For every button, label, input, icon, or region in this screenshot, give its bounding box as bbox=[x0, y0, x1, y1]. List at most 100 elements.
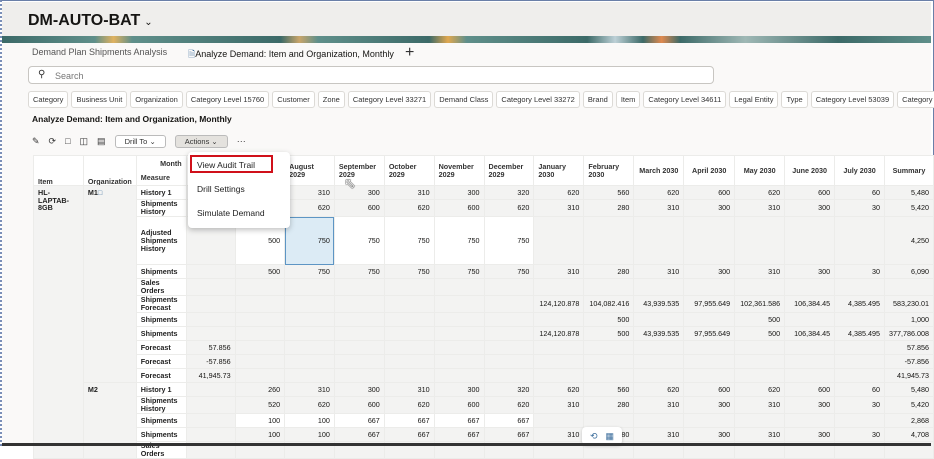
value-cell[interactable] bbox=[185, 278, 236, 296]
value-cell[interactable] bbox=[483, 312, 535, 327]
value-cell[interactable]: 5,480 bbox=[883, 185, 934, 200]
value-cell[interactable]: 300 bbox=[683, 396, 736, 414]
filter-chip[interactable]: Demand Class bbox=[434, 91, 494, 108]
value-cell[interactable]: 30 bbox=[834, 264, 885, 279]
value-cell[interactable]: 5,420 bbox=[883, 199, 934, 217]
value-cell[interactable]: 600 bbox=[333, 396, 385, 414]
value-cell[interactable] bbox=[284, 295, 335, 313]
organization-cell[interactable]: M1□ bbox=[82, 185, 137, 383]
value-cell[interactable]: 667 bbox=[433, 413, 485, 428]
value-cell[interactable] bbox=[633, 340, 685, 355]
value-cell[interactable]: 750 bbox=[284, 216, 335, 265]
value-cell[interactable] bbox=[284, 278, 335, 296]
value-cell[interactable] bbox=[433, 326, 485, 341]
value-cell[interactable]: 300 bbox=[784, 396, 836, 414]
value-cell[interactable]: 280 bbox=[583, 264, 635, 279]
value-cell[interactable]: 600 bbox=[433, 199, 485, 217]
value-cell[interactable]: 310 bbox=[383, 382, 435, 397]
value-cell[interactable]: 600 bbox=[433, 396, 485, 414]
menu-item-drill-settings[interactable]: Drill Settings bbox=[197, 184, 245, 194]
value-cell[interactable]: 260 bbox=[234, 382, 286, 397]
value-cell[interactable]: 97,955.649 bbox=[683, 326, 736, 341]
value-cell[interactable]: 300 bbox=[784, 199, 836, 217]
value-cell[interactable] bbox=[383, 295, 435, 313]
value-cell[interactable]: 30 bbox=[834, 427, 885, 442]
value-cell[interactable]: 60 bbox=[834, 382, 885, 397]
value-cell[interactable]: 600 bbox=[683, 185, 736, 200]
value-cell[interactable]: 750 bbox=[433, 216, 485, 265]
value-cell[interactable]: 500 bbox=[234, 264, 286, 279]
column-header[interactable]: March 2030 bbox=[633, 155, 685, 186]
filter-chip[interactable]: Category bbox=[28, 91, 69, 108]
value-cell[interactable]: 320 bbox=[483, 185, 535, 200]
menu-item-simulate-demand[interactable]: Simulate Demand bbox=[197, 208, 265, 218]
value-cell[interactable]: 280 bbox=[583, 396, 635, 414]
value-cell[interactable]: 750 bbox=[333, 216, 385, 265]
value-cell[interactable]: 600 bbox=[784, 185, 836, 200]
value-cell[interactable]: 6,090 bbox=[883, 264, 934, 279]
value-cell[interactable]: 100 bbox=[234, 413, 286, 428]
value-cell[interactable] bbox=[284, 312, 335, 327]
value-cell[interactable]: 310 bbox=[533, 199, 585, 217]
value-cell[interactable]: 750 bbox=[483, 216, 535, 265]
value-cell[interactable]: 310 bbox=[734, 199, 786, 217]
column-header[interactable]: Summary bbox=[883, 155, 934, 186]
value-cell[interactable]: 600 bbox=[333, 199, 385, 217]
column-header[interactable]: August 2029 bbox=[284, 155, 335, 186]
value-cell[interactable] bbox=[185, 326, 236, 341]
value-cell[interactable]: 750 bbox=[383, 216, 435, 265]
value-cell[interactable]: 57.856 bbox=[185, 340, 236, 355]
value-cell[interactable]: 300 bbox=[333, 185, 385, 200]
value-cell[interactable] bbox=[483, 340, 535, 355]
value-cell[interactable] bbox=[784, 368, 836, 383]
value-cell[interactable] bbox=[333, 354, 385, 369]
value-cell[interactable]: 310 bbox=[383, 185, 435, 200]
value-cell[interactable]: 560 bbox=[583, 382, 635, 397]
value-cell[interactable]: 377,786.008 bbox=[883, 326, 934, 341]
filter-chip[interactable]: Category Level 33272 bbox=[496, 91, 580, 108]
column-header[interactable]: June 2030 bbox=[784, 155, 836, 186]
value-cell[interactable] bbox=[533, 216, 585, 265]
value-cell[interactable]: 300 bbox=[683, 264, 736, 279]
value-cell[interactable] bbox=[383, 326, 435, 341]
value-cell[interactable] bbox=[433, 295, 485, 313]
value-cell[interactable]: 300 bbox=[333, 382, 385, 397]
value-cell[interactable]: 620 bbox=[483, 396, 535, 414]
value-cell[interactable]: 620 bbox=[284, 396, 335, 414]
value-cell[interactable]: 124,120.878 bbox=[533, 326, 585, 341]
value-cell[interactable] bbox=[383, 354, 435, 369]
value-cell[interactable]: 620 bbox=[284, 199, 335, 217]
value-cell[interactable] bbox=[284, 368, 335, 383]
value-cell[interactable] bbox=[633, 354, 685, 369]
value-cell[interactable]: 300 bbox=[433, 185, 485, 200]
column-header[interactable]: July 2030 bbox=[834, 155, 885, 186]
value-cell[interactable]: 310 bbox=[633, 199, 685, 217]
value-cell[interactable] bbox=[784, 413, 836, 428]
filter-chip[interactable]: Zone bbox=[317, 91, 345, 108]
value-cell[interactable] bbox=[683, 312, 736, 327]
value-cell[interactable] bbox=[834, 413, 885, 428]
value-cell[interactable] bbox=[333, 340, 385, 355]
value-cell[interactable]: 310 bbox=[533, 396, 585, 414]
value-cell[interactable] bbox=[734, 216, 786, 265]
value-cell[interactable] bbox=[284, 340, 335, 355]
filter-chip[interactable]: Customer bbox=[272, 91, 315, 108]
value-cell[interactable]: 41,945.73 bbox=[185, 368, 236, 383]
tab-demand-plan-shipments-analysis[interactable]: Demand Plan Shipments Analysis bbox=[32, 47, 168, 57]
value-cell[interactable] bbox=[734, 368, 786, 383]
value-cell[interactable] bbox=[683, 278, 736, 296]
value-cell[interactable] bbox=[533, 354, 585, 369]
value-cell[interactable] bbox=[383, 312, 435, 327]
organization-cell[interactable]: M2 bbox=[82, 382, 137, 459]
value-cell[interactable]: 43,939.535 bbox=[633, 326, 685, 341]
value-cell[interactable]: 310 bbox=[734, 264, 786, 279]
value-cell[interactable] bbox=[333, 278, 385, 296]
column-header[interactable]: December 2029 bbox=[483, 155, 535, 186]
filter-chip[interactable]: Type bbox=[781, 91, 808, 108]
value-cell[interactable] bbox=[834, 354, 885, 369]
value-cell[interactable]: 300 bbox=[683, 427, 736, 442]
value-cell[interactable]: 620 bbox=[633, 185, 685, 200]
value-cell[interactable]: 520 bbox=[234, 396, 286, 414]
filter-chip[interactable]: Category Level 15760 bbox=[185, 91, 270, 108]
refresh-icon[interactable]: ⟳ bbox=[48, 135, 57, 146]
